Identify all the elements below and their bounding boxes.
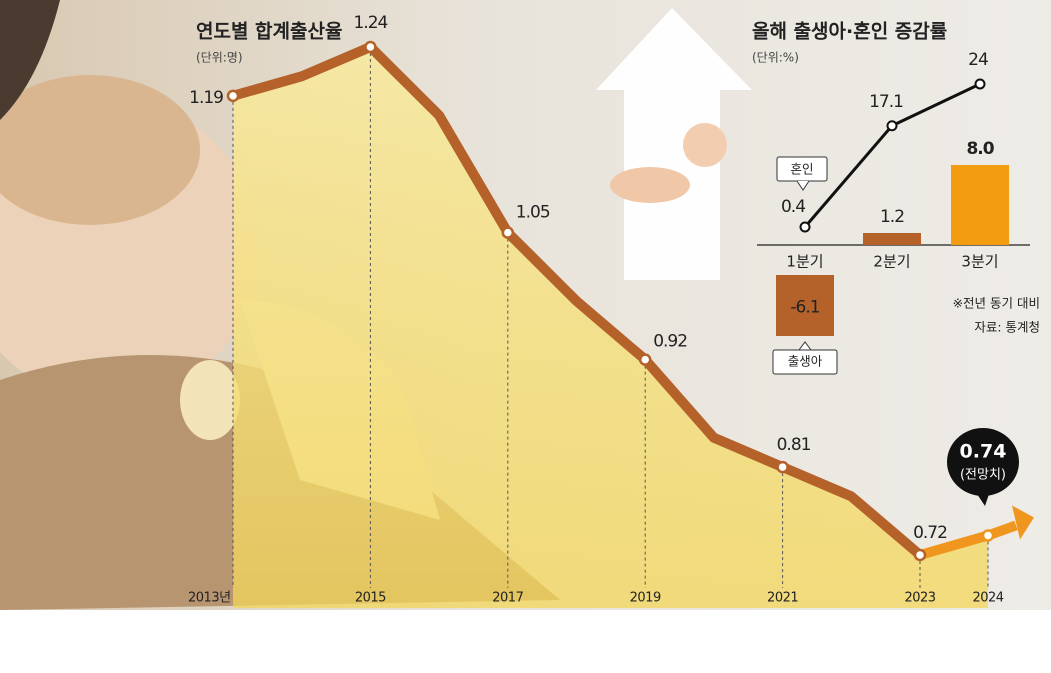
data-point xyxy=(799,221,811,233)
value-label: -6.1 xyxy=(790,298,819,318)
value-label: 1.24 xyxy=(353,13,387,33)
x-tick-label: 2024 xyxy=(972,591,1003,606)
bar xyxy=(863,233,921,245)
bar xyxy=(776,275,834,336)
callout-pointer xyxy=(796,180,810,191)
annotation: (전망치) xyxy=(960,468,1006,483)
value-label: 1.19 xyxy=(189,88,223,108)
x-tick-label: 2021 xyxy=(767,591,798,606)
x-tick-label: 2017 xyxy=(492,591,523,606)
value-label: 17.1 xyxy=(869,92,903,112)
data-point xyxy=(974,78,986,90)
x-tick-label: 2023 xyxy=(904,591,935,606)
chart-title: 연도별 합계출산율 xyxy=(196,21,342,43)
data-point xyxy=(226,89,240,103)
forecast-bubble xyxy=(947,428,1019,496)
note: ※전년 동기 대비 xyxy=(953,296,1040,311)
x-tick-label: 1분기 xyxy=(786,253,823,271)
data-point xyxy=(776,460,789,474)
value-label: 0.74 xyxy=(960,441,1007,463)
area-fill xyxy=(233,47,988,608)
data-point xyxy=(913,548,927,562)
up-arrow xyxy=(596,8,752,280)
value-label: 0.72 xyxy=(913,523,947,543)
series-callout xyxy=(772,349,838,375)
data-point xyxy=(364,40,377,54)
chart-subtitle: (단위:명) xyxy=(196,51,243,65)
value-label: 24 xyxy=(968,50,988,70)
x-tick-label: 3분기 xyxy=(961,253,998,271)
value-label: 1.05 xyxy=(516,203,550,223)
series-name: 출생아 xyxy=(788,354,823,369)
data-point xyxy=(638,353,652,366)
note: 자료: 통계청 xyxy=(974,320,1040,335)
x-tick-label: 2분기 xyxy=(873,253,910,271)
chart-subtitle: (단위:%) xyxy=(752,51,799,65)
value-label: 0.4 xyxy=(781,197,805,217)
data-line xyxy=(231,42,924,559)
bar xyxy=(951,165,1009,245)
data-point xyxy=(981,529,995,542)
chart-title: 올해 출생아·혼인 증감률 xyxy=(752,20,947,43)
value-label: 8.0 xyxy=(966,139,994,159)
value-label: 0.81 xyxy=(777,435,811,455)
value-label: 1.2 xyxy=(880,207,904,227)
series-name: 혼인 xyxy=(790,162,813,177)
callout-pointer xyxy=(798,341,812,351)
bubble-pointer xyxy=(977,494,989,506)
x-tick-label: 2013년 xyxy=(188,591,231,606)
forecast-arrowhead xyxy=(1012,505,1034,540)
value-label: 0.92 xyxy=(653,332,687,352)
data-point xyxy=(886,120,898,132)
x-tick-label: 2015 xyxy=(355,591,386,606)
x-tick-label: 2019 xyxy=(630,591,661,606)
data-point xyxy=(501,226,515,239)
